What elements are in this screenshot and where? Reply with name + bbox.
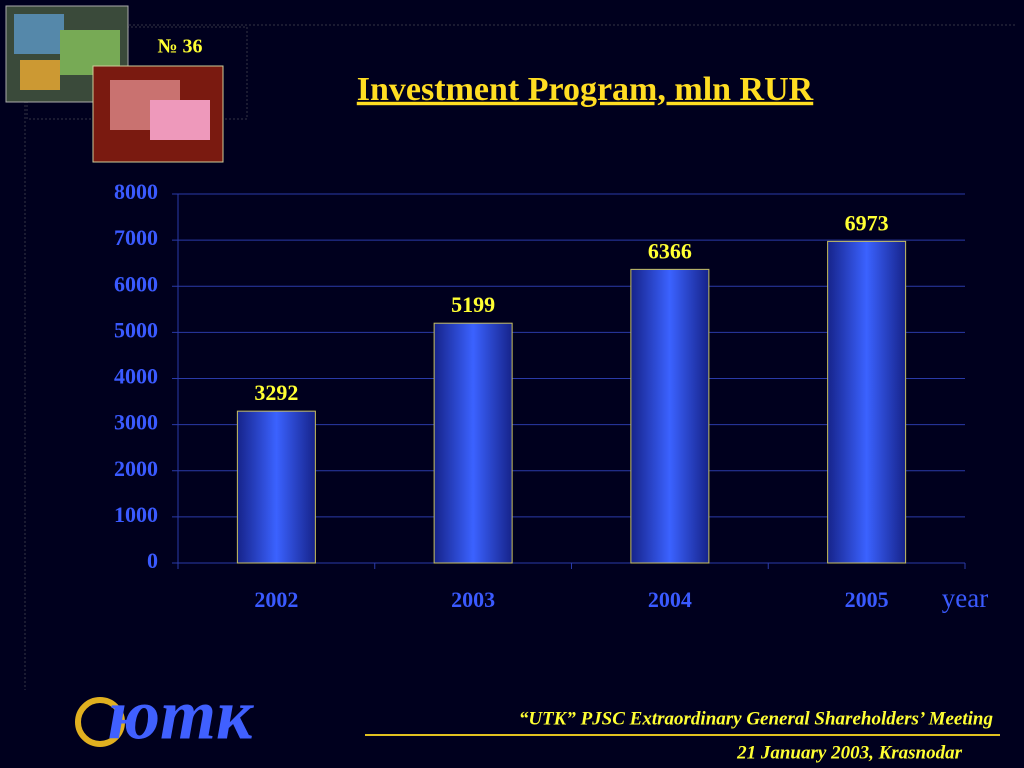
footer: “UTK” PJSC Extraordinary General Shareho… [519,708,993,729]
data-label: 6366 [648,238,692,263]
y-tick-label: 6000 [114,271,158,296]
bar [433,322,513,564]
x-tick-label: 2002 [254,587,298,612]
logo-text: ютк [107,675,254,755]
data-label: 6973 [845,210,889,235]
y-tick-label: 7000 [114,225,158,250]
date: 21 January 2003, Krasnodar [736,742,962,763]
data-label: 5199 [451,292,495,317]
bar [630,268,710,564]
x-tick-label: 2003 [451,587,495,612]
y-tick-label: 3000 [114,410,158,435]
bar [236,410,316,564]
y-tick-label: 8000 [114,179,158,204]
x-tick-label: 2005 [845,587,889,612]
y-tick-label: 4000 [114,364,158,389]
y-tick-label: 1000 [114,502,158,527]
logo: ютк [75,675,254,755]
y-tick-label: 5000 [114,317,158,342]
photo-1 [5,5,129,103]
photo-2 [92,65,224,163]
slide-number: № 36 [157,36,202,58]
y-tick-label: 2000 [114,456,158,481]
chart-title: Investment Program, mln RUR [357,71,814,108]
y-tick-label: 0 [147,548,158,573]
x-axis-label: year [942,583,988,613]
bar [827,240,907,564]
x-tick-label: 2004 [648,587,692,612]
data-label: 3292 [254,380,298,405]
